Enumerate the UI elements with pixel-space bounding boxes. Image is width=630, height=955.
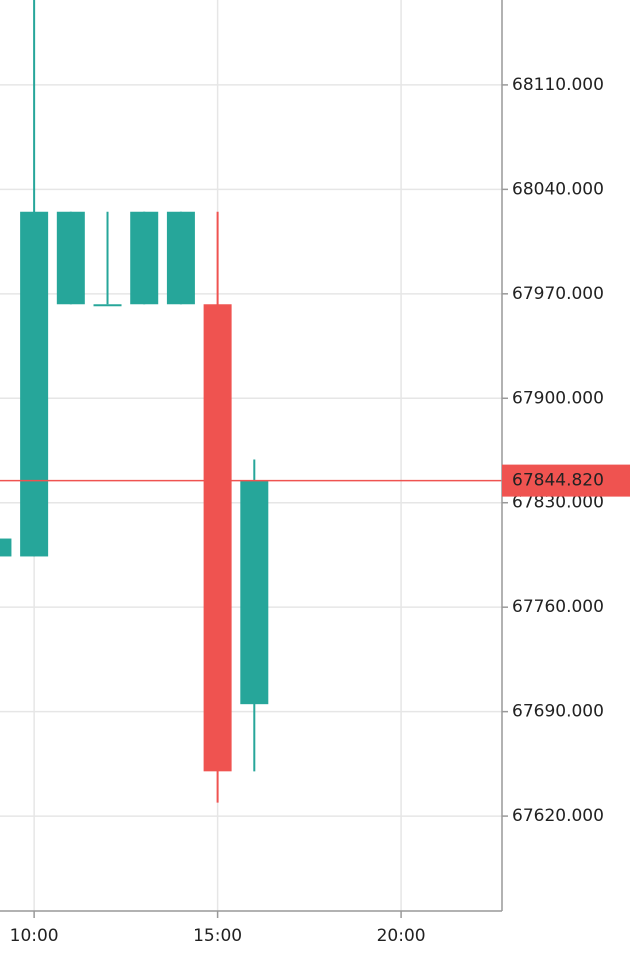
candle-body	[0, 538, 12, 557]
candle-body	[240, 480, 269, 705]
y-tick-label: 67760.000	[512, 597, 604, 617]
candle-body	[166, 211, 195, 305]
y-tick-label: 67830.000	[512, 493, 604, 513]
y-tick-label: 68040.000	[512, 179, 604, 199]
candle-body	[130, 211, 159, 305]
y-tick-label: 67690.000	[512, 702, 604, 722]
y-tick-label: 67900.000	[512, 388, 604, 408]
x-tick-label: 20:00	[377, 926, 426, 946]
last-price-label: 67844.820	[512, 471, 604, 491]
x-tick-label: 10:00	[10, 926, 59, 946]
y-tick-label: 68110.000	[512, 75, 604, 95]
candle-body	[203, 304, 232, 772]
x-tick-label: 15:00	[193, 926, 242, 946]
candle-body	[20, 211, 49, 557]
labels: 67620.000 67690.000 67760.000 67830.000 6790…	[10, 75, 630, 946]
grid	[0, 0, 502, 911]
candles	[0, 0, 502, 803]
y-tick-label: 67970.000	[512, 284, 604, 304]
candle-body	[93, 304, 122, 307]
y-tick-label: 67620.000	[512, 806, 604, 826]
last-price-box	[502, 464, 630, 497]
candle-body	[56, 211, 85, 305]
